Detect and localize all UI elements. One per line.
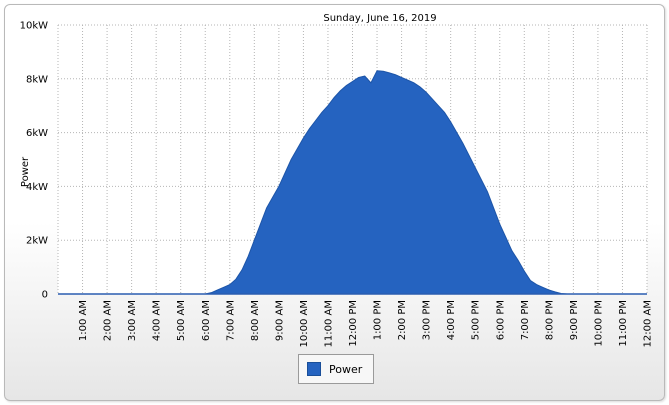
axis-layer: 0 2kW 4kW 6kW 8kW 10kW 1:00 AM 2:00 AM 3:00 AM 4:…	[20, 21, 654, 348]
y-axis-title: Power	[20, 156, 31, 187]
x-tick-label: 1:00 AM	[78, 300, 89, 341]
x-tick-label: 2:00 AM	[103, 300, 114, 341]
x-tick-label: 10:00 PM	[593, 300, 604, 347]
x-tick-label: 3:00 AM	[127, 300, 138, 341]
x-tick-label: 1:00 PM	[373, 300, 384, 340]
y-tick-label: 6kW	[26, 128, 48, 139]
y-tick-label: 4kW	[26, 182, 48, 193]
x-tick-label: 8:00 PM	[544, 300, 555, 340]
y-tick-label: 10kW	[20, 21, 49, 32]
x-tick-label: 3:00 PM	[422, 300, 433, 340]
x-tick-label: 4:00 AM	[152, 300, 163, 341]
x-tick-label: 9:00 AM	[274, 300, 285, 341]
chart-title: Sunday, June 16, 2019	[323, 13, 436, 24]
legend-swatch-power	[307, 362, 321, 376]
x-tick-label: 11:00 PM	[618, 300, 629, 347]
x-tick-label: 9:00 PM	[569, 300, 580, 340]
x-tick-label: 11:00 AM	[323, 300, 334, 347]
x-tick-label: 6:00 PM	[495, 300, 506, 340]
area-series-power	[58, 70, 647, 295]
x-tick-label: 8:00 AM	[250, 300, 261, 341]
x-tick-label: 10:00 AM	[299, 300, 310, 347]
y-tick-label: 0	[42, 290, 48, 301]
area-layer	[58, 70, 647, 295]
x-tick-label: 12:00 AM	[643, 300, 654, 347]
x-tick-label: 4:00 PM	[446, 300, 457, 340]
x-tick-label: 5:00 PM	[471, 300, 482, 340]
x-tick-label: 7:00 PM	[520, 300, 531, 340]
legend-label-power: Power	[329, 362, 363, 376]
y-tick-label: 8kW	[26, 74, 48, 85]
x-tick-label: 7:00 AM	[225, 300, 236, 341]
x-tick-label: 5:00 AM	[176, 300, 187, 341]
legend[interactable]: Power	[298, 354, 374, 384]
x-tick-label: 12:00 PM	[348, 300, 359, 347]
x-tick-label: 6:00 AM	[201, 300, 212, 341]
x-tick-label: 2:00 PM	[397, 300, 408, 340]
y-tick-label: 2kW	[26, 236, 48, 247]
